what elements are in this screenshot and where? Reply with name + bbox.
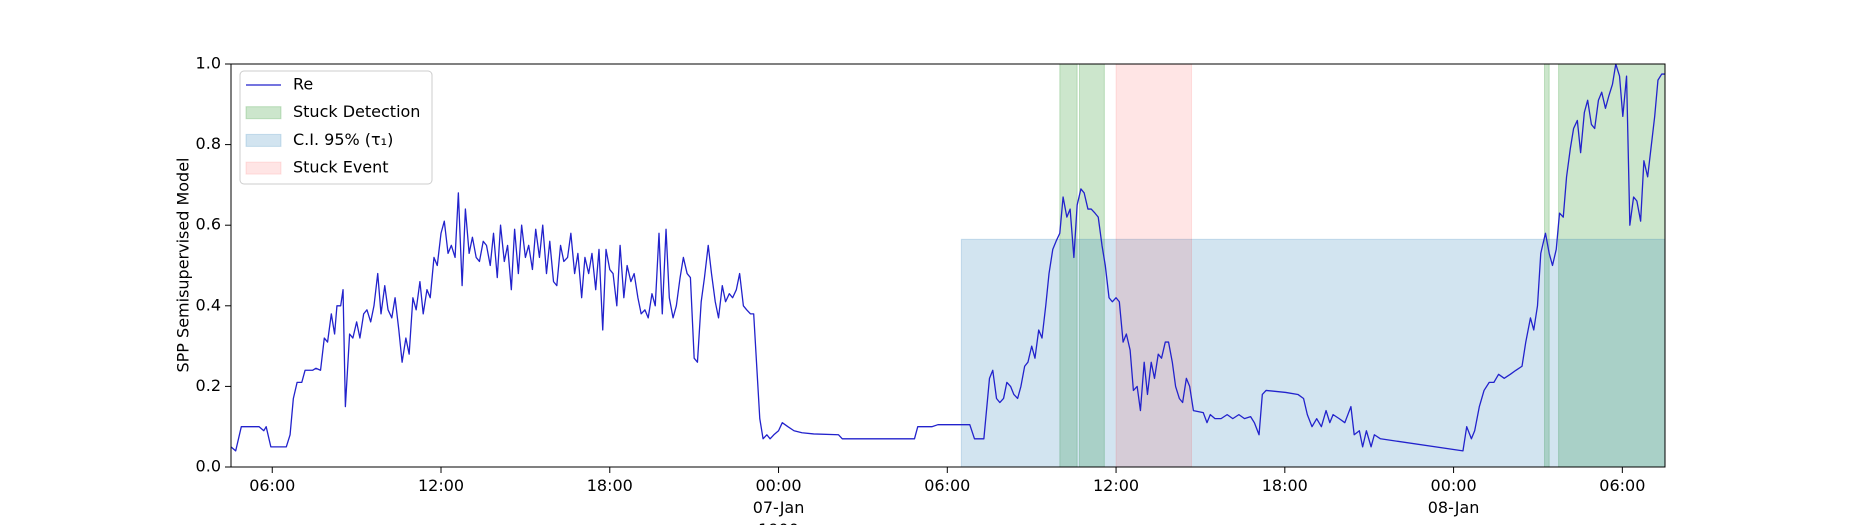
x-tick-label: 00:00 08-Jan <box>1428 476 1480 517</box>
legend-swatch <box>245 106 282 120</box>
legend-label: Stuck Event <box>293 158 389 177</box>
y-tick-label: 0.0 <box>196 457 221 476</box>
y-tick-label: 0.6 <box>196 215 221 234</box>
legend-label: Re <box>293 75 313 94</box>
legend-label: Stuck Detection <box>293 102 420 121</box>
line <box>231 64 1665 452</box>
x-tick-label: 18:00 <box>1262 476 1308 495</box>
x-tick-label: 06:00 <box>1599 476 1645 495</box>
legend-swatch <box>245 161 282 175</box>
y-tick-label: 0.8 <box>196 134 221 153</box>
x-tick-label: 06:00 <box>924 476 970 495</box>
x-tick-label: 06:00 <box>249 476 295 495</box>
span <box>1059 64 1078 467</box>
x-tick-label: 12:00 <box>418 476 464 495</box>
plot-area <box>231 64 1665 467</box>
y-tick-label: 0.2 <box>196 376 221 395</box>
x-tick-label: 12:00 <box>1093 476 1139 495</box>
legend-swatch <box>245 133 282 147</box>
x-tick-label: 18:00 <box>587 476 633 495</box>
y-tick-label: 0.4 <box>196 295 221 314</box>
legend-box <box>239 70 433 185</box>
axes-frame <box>230 63 1666 468</box>
legend-label: C.I. 95% (τ₁) <box>293 130 393 149</box>
y-tick-label: 1.0 <box>196 54 221 73</box>
span <box>1558 64 1665 467</box>
span <box>960 238 1665 467</box>
span <box>1544 64 1550 467</box>
span <box>1115 64 1193 467</box>
y-axis-label: SPP Semisupervised Model <box>174 158 193 373</box>
span <box>1078 64 1105 467</box>
